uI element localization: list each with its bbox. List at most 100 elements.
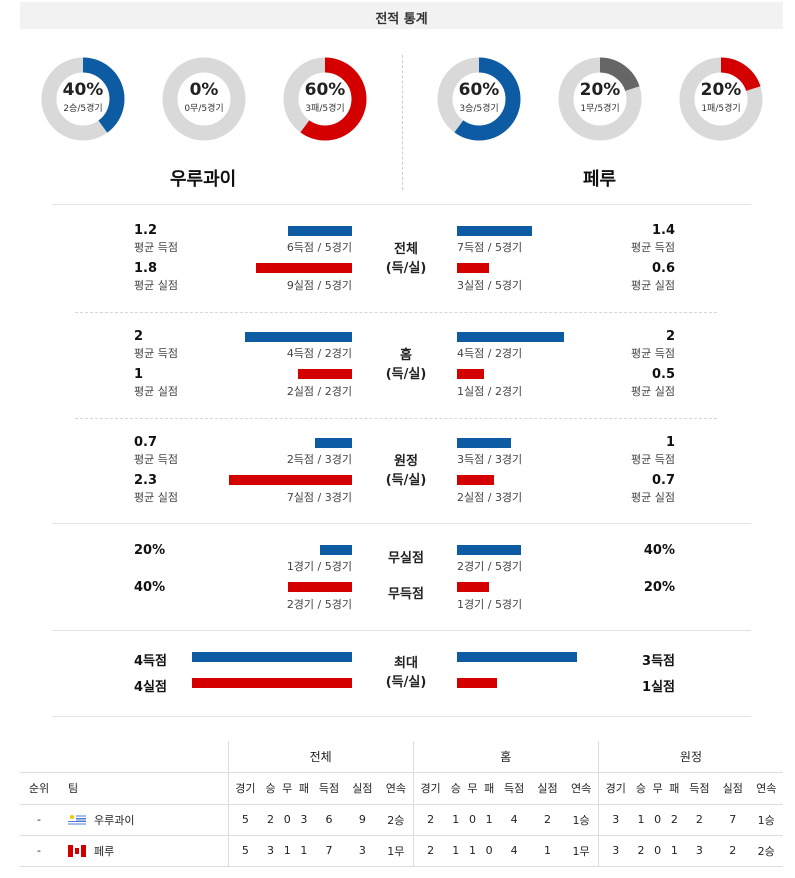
right-home-scored-label: 평균 득점 xyxy=(631,347,675,360)
cell: 5 xyxy=(227,835,263,866)
left-away-conceded-label: 평균 실점 xyxy=(134,491,178,504)
column-goals-against: 실점 xyxy=(537,782,558,795)
divider xyxy=(52,716,751,717)
right-total-scored-bar xyxy=(457,226,532,236)
row-rank: - xyxy=(37,813,41,826)
left-away-conceded-avg: 2.3 xyxy=(134,473,158,488)
peru-flag-icon xyxy=(68,844,86,857)
row-team[interactable]: 우루과이 xyxy=(58,804,228,835)
column-wins: 승 xyxy=(450,782,461,795)
column-goals-for: 득점 xyxy=(318,782,340,795)
column-losses: 패 xyxy=(669,782,680,795)
cell: 1 xyxy=(637,813,645,826)
right-total-scored-avg: 1.4 xyxy=(651,223,675,238)
section-title-line2: (득/실) xyxy=(385,367,427,382)
cell: 7 xyxy=(325,844,333,857)
cell: 4 xyxy=(510,844,518,857)
donut-left-win: 40% 2승/5경기 xyxy=(40,56,126,142)
row-team-name: 우루과이 xyxy=(94,813,135,827)
cell: 2 xyxy=(544,813,552,826)
left-noscore-bar-label: 2경기 / 5경기 xyxy=(286,598,352,611)
donut-ring xyxy=(162,57,246,141)
right-noscore-bar xyxy=(457,582,489,592)
cell: 1 xyxy=(468,844,476,857)
cell: 0 xyxy=(283,813,291,826)
left-away-conceded-bar-label: 7실점 / 3경기 xyxy=(286,491,352,504)
divider xyxy=(52,630,751,631)
right-total-conceded-bar xyxy=(457,263,489,273)
donut-percent: 20% xyxy=(700,80,742,100)
section-title-line2: (득/실) xyxy=(385,473,427,488)
cell: 1 xyxy=(544,844,552,857)
column-draws: 무 xyxy=(467,782,478,795)
right-home-scored-bar-label: 4득점 / 2경기 xyxy=(457,347,523,360)
cell: 5 xyxy=(227,804,263,835)
donut-subtext: 1패/5경기 xyxy=(701,104,741,114)
cell: 1승 xyxy=(757,813,775,827)
section-title-home: 홈 (득/실) xyxy=(376,346,436,384)
left-total-conceded-bar-label: 9실점 / 5경기 xyxy=(286,279,352,292)
left-total-conceded-avg: 1.8 xyxy=(134,261,158,276)
cell: 2승 xyxy=(387,813,405,827)
column-draws: 무 xyxy=(282,782,293,795)
right-home-conceded-bar xyxy=(457,369,484,379)
cell: 3 xyxy=(695,844,703,857)
cell: 2 xyxy=(670,813,678,826)
right-max-conceded-bar xyxy=(457,678,497,688)
right-away-conceded-bar-label: 2실점 / 3경기 xyxy=(457,491,523,504)
left-away-conceded-bar xyxy=(229,475,352,485)
section-title-line2: (득/실) xyxy=(385,675,427,690)
left-total-conceded-label: 평균 실점 xyxy=(134,279,178,292)
donut-ring xyxy=(679,57,763,141)
donut-arc xyxy=(283,57,367,141)
right-total-scored-label: 평균 득점 xyxy=(631,241,675,254)
column-team: 팀 xyxy=(68,782,79,795)
column-streak: 연속 xyxy=(756,782,777,795)
donut-percent: 60% xyxy=(304,80,346,100)
left-clean-pct: 20% xyxy=(134,543,166,558)
row-team[interactable]: 페루 xyxy=(58,835,228,866)
cell: 2 xyxy=(267,813,275,826)
cell: 1무 xyxy=(572,844,590,858)
page-title: 전적 통계 xyxy=(375,12,428,27)
donut-subtext: 3승/5경기 xyxy=(459,104,499,114)
column-rank: 순위 xyxy=(28,782,50,795)
left-away-scored-bar-label: 2득점 / 3경기 xyxy=(286,453,352,466)
left-clean-bar xyxy=(320,545,352,555)
table-header-empty xyxy=(20,741,58,772)
donut-percent: 20% xyxy=(579,80,621,100)
left-home-conceded-bar-label: 2실점 / 2경기 xyxy=(286,385,352,398)
divider xyxy=(75,312,717,313)
table-column-header: 순위 팀 경기 승 무 패 득점 실점 연속 경기 승 무 패 득점 실점 연속… xyxy=(20,772,783,804)
section-title-line2: (득/실) xyxy=(385,261,427,276)
left-noscore-pct: 40% xyxy=(134,580,166,595)
section-title-clean-sheet: 무실점 xyxy=(388,551,424,566)
cell: 0 xyxy=(468,813,476,826)
donut-subtext: 3패/5경기 xyxy=(305,104,345,114)
left-home-scored-bar-label: 4득점 / 2경기 xyxy=(286,347,352,360)
cell: 2 xyxy=(695,813,703,826)
column-losses: 패 xyxy=(298,782,309,795)
column-goals-for: 득점 xyxy=(689,782,710,795)
table-row: - 페루 5 3 1 1 7 3 1무 2 1 1 0 4 1 1무 3 2 0… xyxy=(20,835,783,866)
donut-percent: 40% xyxy=(62,80,104,100)
uruguay-flag-icon xyxy=(68,813,86,826)
left-max-scored-bar xyxy=(192,652,352,662)
right-away-scored-avg: 1 xyxy=(665,435,675,450)
team-name-left: 우루과이 xyxy=(170,169,237,190)
stats-header-bar: 전적 통계 xyxy=(20,2,783,29)
left-total-scored-bar xyxy=(288,226,352,236)
cell: 3 xyxy=(300,813,308,826)
cell: 0 xyxy=(654,844,662,857)
left-clean-bar-label: 1경기 / 5경기 xyxy=(286,560,352,573)
table-group-away: 원정 xyxy=(597,741,783,772)
cell: 1 xyxy=(300,844,308,857)
column-games: 경기 xyxy=(227,772,263,804)
right-clean-bar-label: 2경기 / 5경기 xyxy=(457,560,523,573)
right-noscore-bar-label: 1경기 / 5경기 xyxy=(457,598,523,611)
right-away-conceded-bar xyxy=(457,475,494,485)
section-title-line1: 홈 xyxy=(400,348,412,363)
cell: 9 xyxy=(358,813,366,826)
donut-subtext: 0무/5경기 xyxy=(184,104,224,114)
cell: 3 xyxy=(597,804,633,835)
